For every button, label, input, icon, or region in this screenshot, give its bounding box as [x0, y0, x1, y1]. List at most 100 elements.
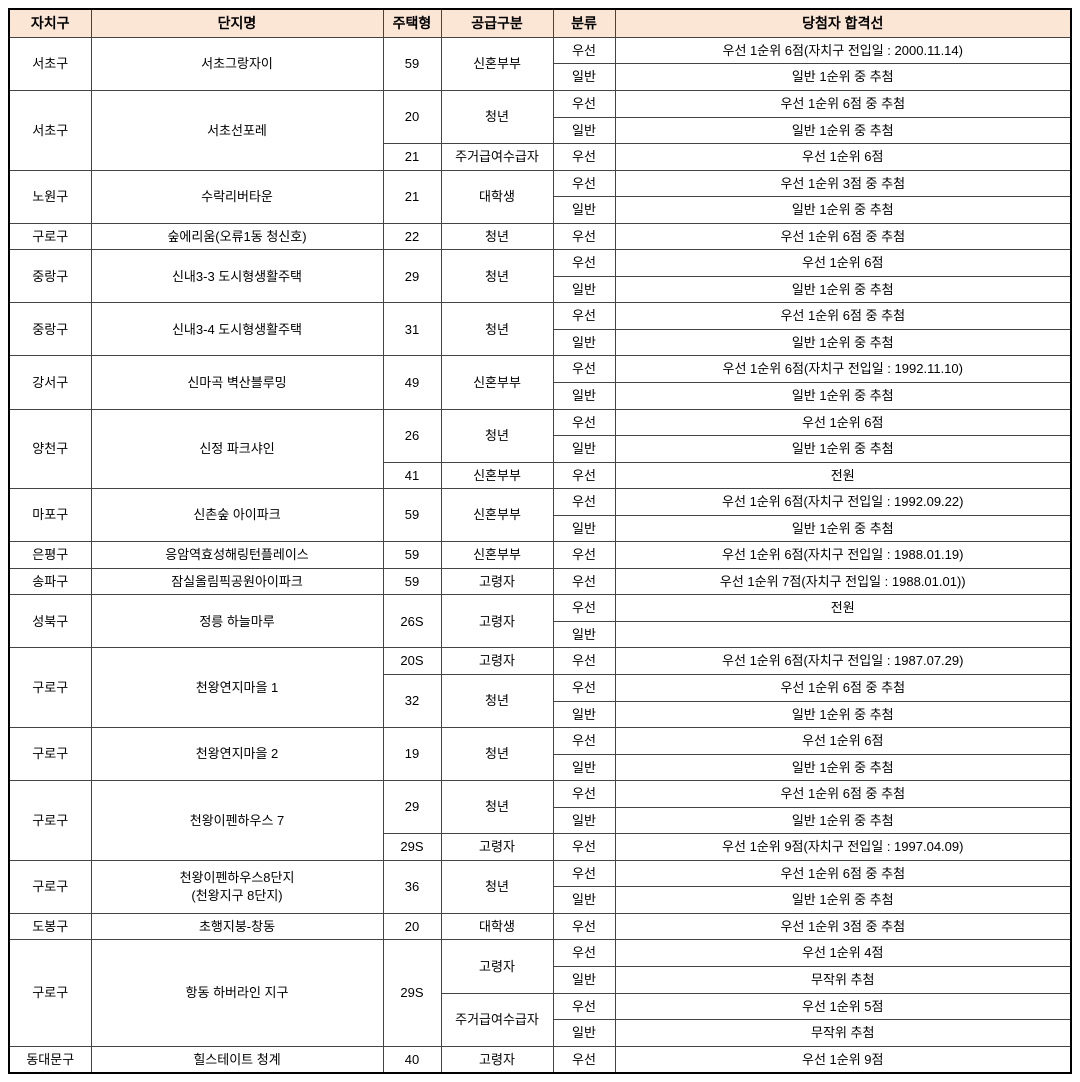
cell-district: 구로구: [9, 940, 91, 1046]
cell-result: 일반 1순위 중 추첨: [615, 754, 1071, 781]
cell-supply: 청년: [441, 781, 553, 834]
cell-type: 41: [383, 462, 441, 489]
cell-class: 우선: [553, 462, 615, 489]
cell-class: 우선: [553, 37, 615, 64]
cell-supply: 고령자: [441, 1046, 553, 1073]
col-header-4: 분류: [553, 9, 615, 37]
cell-supply: 고령자: [441, 595, 553, 648]
col-header-2: 주택형: [383, 9, 441, 37]
cell-district: 중랑구: [9, 250, 91, 303]
cell-type: 22: [383, 223, 441, 250]
cell-class: 일반: [553, 436, 615, 463]
table-row: 마포구신촌숲 아이파크59신혼부부우선우선 1순위 6점(자치구 전입일 : 1…: [9, 489, 1071, 516]
table-row: 구로구천왕연지마을 219청년우선우선 1순위 6점: [9, 728, 1071, 755]
cell-class: 우선: [553, 90, 615, 117]
table-row: 서초구서초그랑자이59신혼부부우선우선 1순위 6점(자치구 전입일 : 200…: [9, 37, 1071, 64]
cell-supply: 주거급여수급자: [441, 144, 553, 171]
cell-class: 우선: [553, 170, 615, 197]
cell-supply: 청년: [441, 90, 553, 143]
cell-result: 일반 1순위 중 추첨: [615, 383, 1071, 410]
table-row: 도봉구초행지붕-창동20대학생우선우선 1순위 3점 중 추첨: [9, 913, 1071, 940]
cell-class: 일반: [553, 329, 615, 356]
cell-supply: 청년: [441, 303, 553, 356]
cell-district: 은평구: [9, 542, 91, 569]
table-row: 구로구천왕연지마을 120S고령자우선우선 1순위 6점(자치구 전입일 : 1…: [9, 648, 1071, 675]
cell-complex: 신마곡 벽산블루밍: [91, 356, 383, 409]
cell-supply: 고령자: [441, 648, 553, 675]
cell-type: 19: [383, 728, 441, 781]
cell-type: 29: [383, 250, 441, 303]
cell-class: 일반: [553, 621, 615, 648]
cell-complex: 서초그랑자이: [91, 37, 383, 90]
cell-class: 우선: [553, 250, 615, 277]
cell-class: 우선: [553, 542, 615, 569]
cell-type: 40: [383, 1046, 441, 1073]
cell-result: 일반 1순위 중 추첨: [615, 701, 1071, 728]
cell-type: 29: [383, 781, 441, 834]
cell-supply: 청년: [441, 860, 553, 913]
cell-type: 20: [383, 913, 441, 940]
cell-supply: 신혼부부: [441, 489, 553, 542]
cell-class: 우선: [553, 834, 615, 861]
cell-complex: 천왕연지마을 1: [91, 648, 383, 728]
cell-complex: 신내3-4 도시형생활주택: [91, 303, 383, 356]
cell-district: 강서구: [9, 356, 91, 409]
cell-result: 우선 1순위 3점 중 추첨: [615, 170, 1071, 197]
cell-result: 우선 1순위 6점 중 추첨: [615, 223, 1071, 250]
cell-type: 29S: [383, 940, 441, 1046]
cell-complex: 천왕연지마을 2: [91, 728, 383, 781]
cell-complex: 신내3-3 도시형생활주택: [91, 250, 383, 303]
cell-district: 마포구: [9, 489, 91, 542]
table-header: 자치구단지명주택형공급구분분류당첨자 합격선: [9, 9, 1071, 37]
cell-supply: 고령자: [441, 940, 553, 993]
cell-class: 우선: [553, 144, 615, 171]
cell-type: 32: [383, 675, 441, 728]
cell-class: 일반: [553, 701, 615, 728]
cell-result: 전원: [615, 462, 1071, 489]
cell-class: 일반: [553, 117, 615, 144]
cell-class: 일반: [553, 807, 615, 834]
cell-class: 우선: [553, 860, 615, 887]
cell-supply: 신혼부부: [441, 356, 553, 409]
table-row: 중랑구신내3-4 도시형생활주택31청년우선우선 1순위 6점 중 추첨: [9, 303, 1071, 330]
table-row: 구로구천왕이펜하우스 729청년우선우선 1순위 6점 중 추첨: [9, 781, 1071, 808]
cell-result: 우선 1순위 6점(자치구 전입일 : 1992.11.10): [615, 356, 1071, 383]
cell-supply: 대학생: [441, 913, 553, 940]
cell-class: 일반: [553, 383, 615, 410]
cell-complex: 서초선포레: [91, 90, 383, 170]
cell-result: 일반 1순위 중 추첨: [615, 807, 1071, 834]
table-row: 강서구신마곡 벽산블루밍49신혼부부우선우선 1순위 6점(자치구 전입일 : …: [9, 356, 1071, 383]
cell-result: 우선 1순위 6점(자치구 전입일 : 1992.09.22): [615, 489, 1071, 516]
cell-result: 우선 1순위 6점 중 추첨: [615, 90, 1071, 117]
cell-result: 우선 1순위 6점 중 추첨: [615, 675, 1071, 702]
cell-district: 서초구: [9, 37, 91, 90]
cell-class: 우선: [553, 223, 615, 250]
cell-district: 송파구: [9, 568, 91, 595]
table-body: 서초구서초그랑자이59신혼부부우선우선 1순위 6점(자치구 전입일 : 200…: [9, 37, 1071, 1073]
cell-type: 20S: [383, 648, 441, 675]
cell-class: 일반: [553, 887, 615, 914]
cell-result: 일반 1순위 중 추첨: [615, 515, 1071, 542]
cell-class: 우선: [553, 648, 615, 675]
cell-type: 59: [383, 37, 441, 90]
cell-result: 우선 1순위 7점(자치구 전입일 : 1988.01.01)): [615, 568, 1071, 595]
cell-district: 중랑구: [9, 303, 91, 356]
cell-supply: 신혼부부: [441, 37, 553, 90]
cell-complex: 정릉 하늘마루: [91, 595, 383, 648]
cell-supply: 신혼부부: [441, 462, 553, 489]
cell-district: 서초구: [9, 90, 91, 170]
cell-class: 우선: [553, 303, 615, 330]
table-row: 은평구응암역효성해링턴플레이스59신혼부부우선우선 1순위 6점(자치구 전입일…: [9, 542, 1071, 569]
cell-result: 우선 1순위 6점: [615, 250, 1071, 277]
table-row: 노원구수락리버타운21대학생우선우선 1순위 3점 중 추첨: [9, 170, 1071, 197]
cell-district: 구로구: [9, 860, 91, 913]
cell-result: 우선 1순위 6점(자치구 전입일 : 1987.07.29): [615, 648, 1071, 675]
table-row: 동대문구힐스테이트 청계40고령자우선우선 1순위 9점: [9, 1046, 1071, 1073]
cell-result: 우선 1순위 6점: [615, 144, 1071, 171]
cell-supply: 신혼부부: [441, 542, 553, 569]
cell-type: 20: [383, 90, 441, 143]
cell-complex: 잠실올림픽공원아이파크: [91, 568, 383, 595]
cell-type: 26: [383, 409, 441, 462]
cell-result: 우선 1순위 9점: [615, 1046, 1071, 1073]
cell-complex: 힐스테이트 청계: [91, 1046, 383, 1073]
